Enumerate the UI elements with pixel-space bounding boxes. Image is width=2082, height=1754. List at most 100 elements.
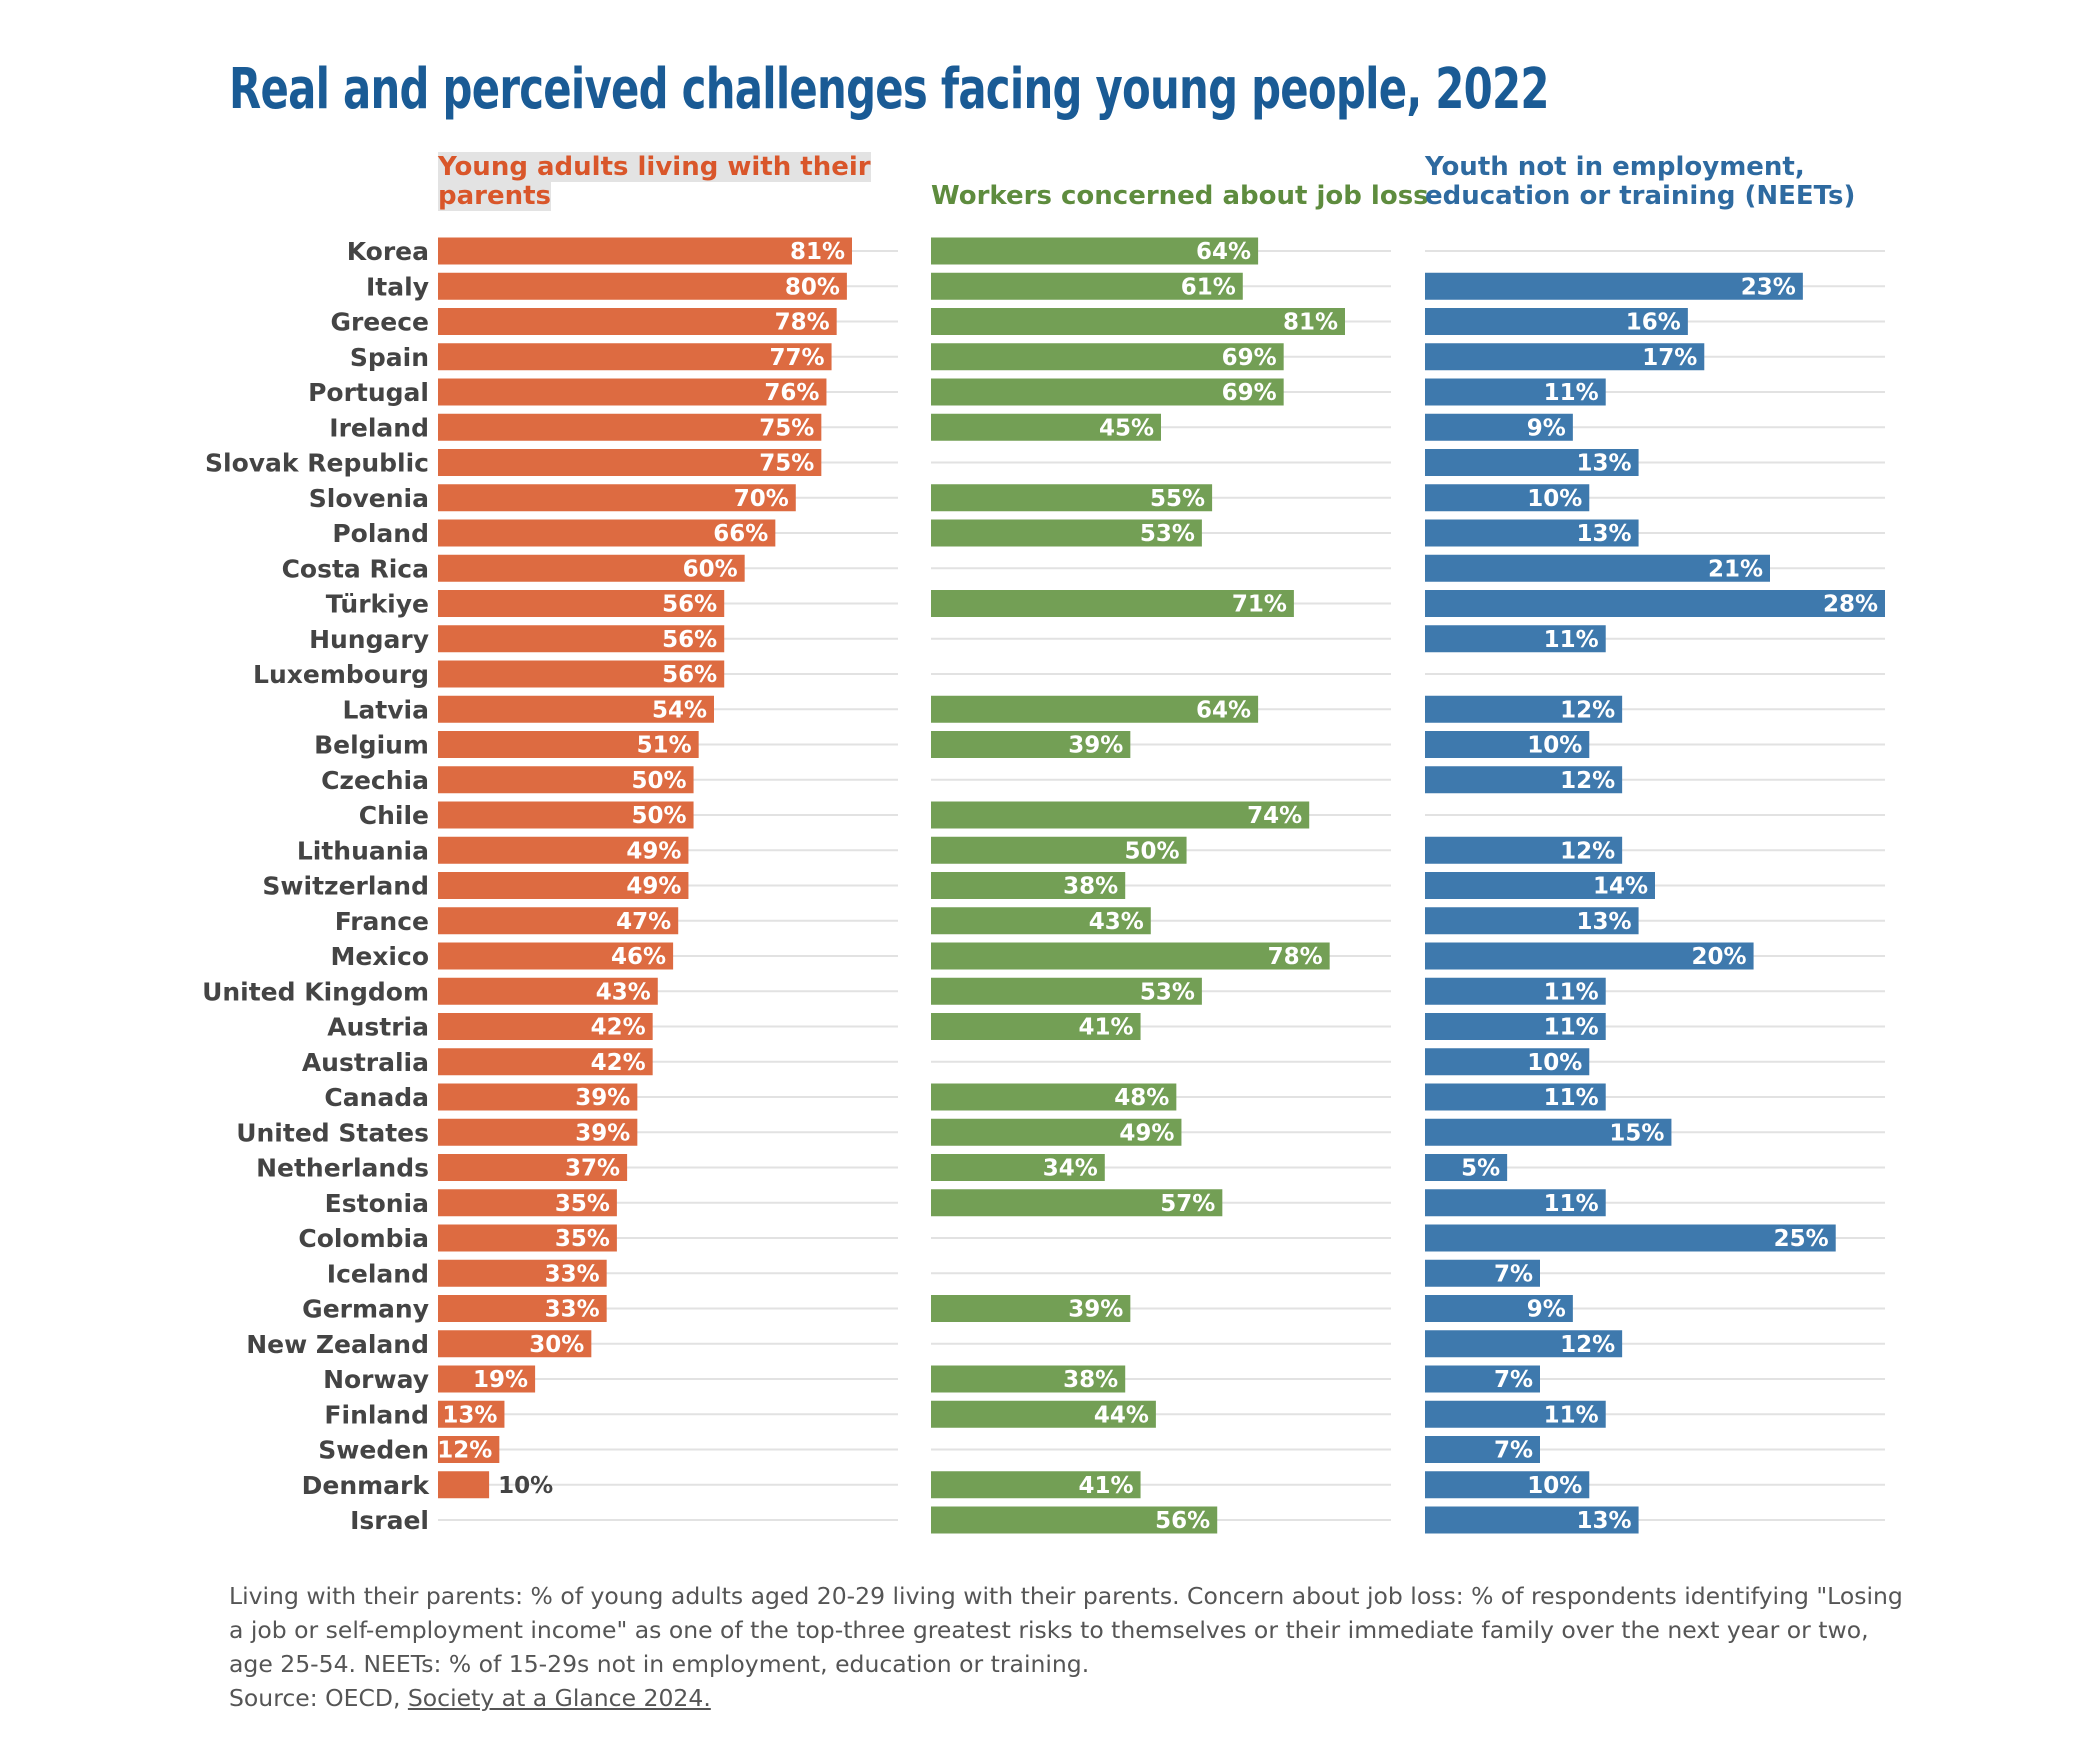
bar-2-slovenia (1425, 484, 1590, 512)
bar-0-turkiye (438, 590, 725, 617)
country-label-chile: Chile (359, 801, 429, 830)
bar-2-turkiye (1425, 590, 1885, 617)
bar-2-united-states (1425, 1118, 1672, 1146)
bar-1-united-states (931, 1118, 1182, 1146)
value-label-1-estonia: 57% (1160, 1191, 1215, 1217)
value-label-1-austria: 41% (1078, 1015, 1133, 1041)
bar-2-iceland (1425, 1259, 1540, 1287)
country-label-spain: Spain (350, 343, 429, 372)
country-label-estonia: Estonia (325, 1189, 429, 1218)
country-label-iceland: Iceland (327, 1259, 429, 1288)
value-label-0-chile: 50% (631, 803, 686, 829)
value-label-2-united-kingdom: 11% (1544, 979, 1599, 1005)
value-label-2-germany: 9% (1527, 1297, 1566, 1323)
panel-title-living-with-parents: Young adults living with their parents (438, 152, 898, 211)
value-label-2-colombia: 25% (1774, 1226, 1829, 1252)
value-label-1-slovenia: 55% (1150, 486, 1205, 512)
bar-0-belgium (438, 731, 699, 758)
bar-1-denmark (931, 1471, 1141, 1499)
value-label-2-canada: 11% (1544, 1085, 1599, 1111)
country-label-colombia: Colombia (298, 1224, 429, 1253)
value-label-0-portugal: 76% (764, 380, 819, 406)
bar-1-chile (931, 801, 1310, 829)
value-label-2-united-states: 15% (1609, 1120, 1664, 1146)
bar-2-latvia (1425, 695, 1623, 723)
value-label-0-colombia: 35% (555, 1226, 610, 1252)
bar-0-switzerland (438, 872, 689, 899)
value-label-2-costa-rica: 21% (1708, 556, 1763, 582)
bar-0-slovak-republic (438, 449, 822, 476)
bar-2-sweden (1425, 1436, 1540, 1463)
country-label-united-states: United States (236, 1118, 429, 1147)
value-label-0-austria: 42% (591, 1015, 646, 1041)
value-label-1-latvia: 64% (1196, 697, 1251, 723)
value-label-2-switzerland: 14% (1593, 874, 1648, 900)
bar-2-denmark (1425, 1471, 1590, 1499)
bar-2-spain (1425, 343, 1705, 371)
country-label-germany: Germany (302, 1295, 429, 1324)
bar-1-lithuania (931, 836, 1187, 864)
bar-0-estonia (438, 1189, 617, 1217)
value-label-0-sweden: 12% (437, 1438, 492, 1464)
bar-2-hungary (1425, 625, 1606, 653)
value-label-0-united-states: 39% (575, 1120, 630, 1146)
bar-2-belgium (1425, 731, 1590, 758)
bar-1-ireland (931, 413, 1161, 441)
country-label-poland: Poland (332, 519, 429, 548)
value-label-1-belgium: 39% (1068, 733, 1123, 759)
bar-2-colombia (1425, 1224, 1836, 1252)
bar-0-iceland (438, 1259, 607, 1287)
value-label-1-israel: 56% (1155, 1508, 1210, 1534)
value-label-0-slovak-republic: 75% (759, 451, 814, 477)
value-label-2-greece: 16% (1626, 310, 1681, 336)
value-label-0-spain: 77% (769, 345, 824, 371)
bar-0-norway (438, 1365, 536, 1393)
value-label-0-estonia: 35% (555, 1191, 610, 1217)
value-label-2-mexico: 20% (1692, 944, 1747, 970)
panel-title-job-loss: Workers concerned about job loss (931, 181, 1429, 211)
value-label-2-australia: 10% (1527, 1050, 1582, 1076)
bar-0-lithuania (438, 836, 689, 864)
value-label-2-turkiye: 28% (1823, 592, 1878, 618)
value-label-2-ireland: 9% (1527, 415, 1566, 441)
panel-title-living-with-parents-text: Young adults living with their parents (438, 152, 871, 211)
bar-0-czechia (438, 766, 694, 794)
bar-2-netherlands (1425, 1154, 1508, 1181)
bar-0-sweden (438, 1436, 500, 1463)
value-label-0-united-kingdom: 43% (596, 979, 651, 1005)
bar-1-spain (931, 343, 1284, 371)
bar-0-germany (438, 1295, 607, 1322)
bar-0-hungary (438, 625, 725, 653)
bar-1-latvia (931, 695, 1259, 723)
bar-0-korea (438, 237, 852, 265)
value-label-2-austria: 11% (1544, 1015, 1599, 1041)
value-label-1-poland: 53% (1140, 521, 1195, 547)
bar-0-luxembourg (438, 660, 725, 688)
value-label-0-hungary: 56% (662, 627, 717, 653)
bar-0-austria (438, 1013, 653, 1040)
country-label-ireland: Ireland (329, 413, 429, 442)
bar-1-slovenia (931, 484, 1213, 512)
country-label-latvia: Latvia (343, 695, 430, 724)
country-label-slovak-republic: Slovak Republic (205, 449, 429, 478)
country-label-korea: Korea (347, 237, 429, 266)
country-label-norway: Norway (323, 1365, 429, 1394)
source-line: Source: OECD, Society at a Glance 2024. (229, 1681, 711, 1715)
value-label-2-finland: 11% (1544, 1402, 1599, 1428)
bar-2-united-kingdom (1425, 977, 1606, 1005)
value-label-0-turkiye: 56% (662, 592, 717, 618)
bar-0-united-states (438, 1118, 638, 1146)
country-label-mexico: Mexico (330, 942, 429, 971)
value-label-0-iceland: 33% (545, 1261, 600, 1287)
bar-0-greece (438, 308, 837, 335)
source-link[interactable]: Society at a Glance 2024. (407, 1684, 711, 1712)
bar-2-switzerland (1425, 872, 1655, 899)
value-label-0-lithuania: 49% (626, 838, 681, 864)
value-label-1-germany: 39% (1068, 1297, 1123, 1323)
bar-1-united-kingdom (931, 977, 1202, 1005)
bar-0-france (438, 907, 679, 935)
value-label-0-slovenia: 70% (734, 486, 789, 512)
value-label-0-korea: 81% (790, 239, 845, 265)
bar-0-denmark (438, 1471, 490, 1499)
chart-title: Real and perceived challenges facing you… (229, 57, 1549, 122)
